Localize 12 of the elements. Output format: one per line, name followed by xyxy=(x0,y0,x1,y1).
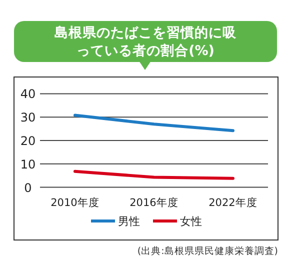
legend-label: 女性 xyxy=(180,215,202,228)
x-tick-label: 2016年度 xyxy=(130,196,178,209)
x-tick-label: 2022年度 xyxy=(208,196,258,209)
y-tick-label: 20 xyxy=(20,134,36,148)
y-tick-label: 40 xyxy=(20,87,36,102)
y-tick-label: 10 xyxy=(20,157,36,172)
x-tick-label: 2010年度 xyxy=(50,196,100,209)
y-tick-label: 30 xyxy=(20,110,36,125)
y-tick-label: 0 xyxy=(24,180,32,195)
chart-title: 島根県のたばこを習慣的に吸っている者の割合(%) xyxy=(54,24,238,60)
text: (出典:島根県県民健康栄養調査) xyxy=(137,245,278,257)
legend-label: 男性 xyxy=(118,215,140,228)
